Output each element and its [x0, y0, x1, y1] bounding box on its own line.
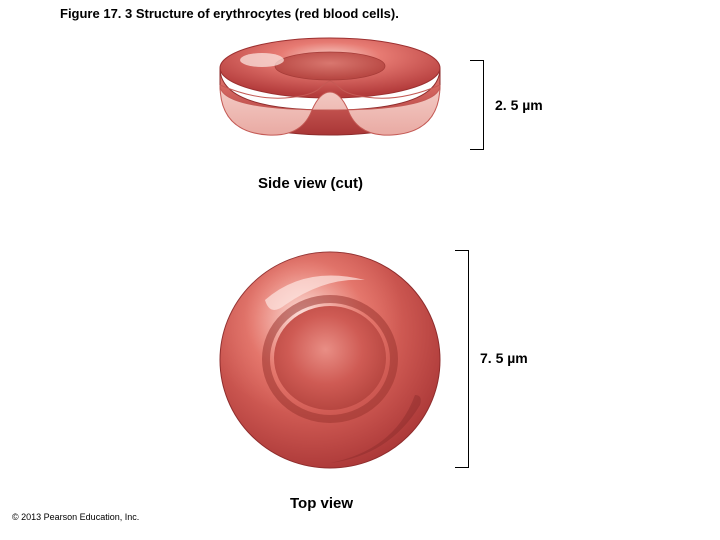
dimension-label-side: 2. 5 µm	[495, 97, 543, 113]
view-label-side: Side view (cut)	[258, 175, 363, 192]
view-label-top: Top view	[290, 495, 353, 512]
dimension-bracket-top	[455, 250, 469, 468]
copyright-text: © 2013 Pearson Education, Inc.	[12, 512, 139, 522]
erythrocyte-side-view	[200, 30, 460, 160]
figure-title: Figure 17. 3 Structure of erythrocytes (…	[60, 6, 399, 21]
dimension-bracket-side	[470, 60, 484, 150]
erythrocyte-top-view	[215, 245, 445, 475]
dimension-label-top: 7. 5 µm	[480, 350, 528, 366]
